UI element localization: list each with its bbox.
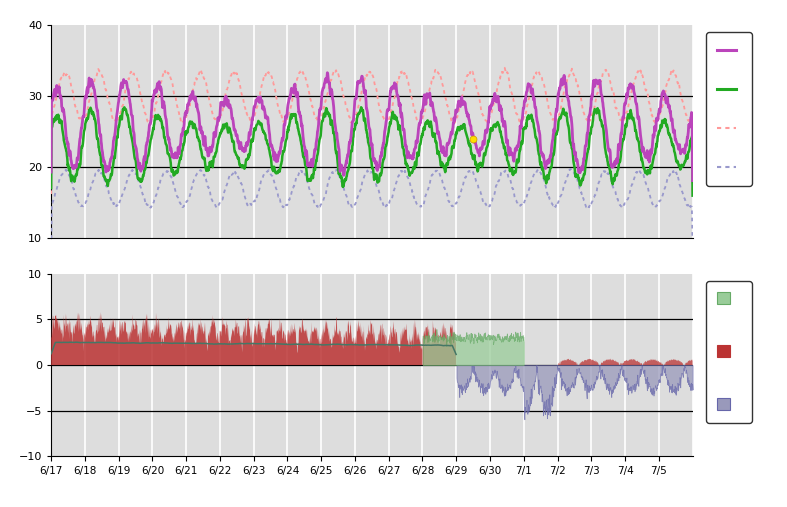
- Legend: , , , : , , ,: [706, 32, 752, 186]
- Point: [467, 135, 479, 143]
- Legend: , , : , ,: [706, 281, 752, 423]
